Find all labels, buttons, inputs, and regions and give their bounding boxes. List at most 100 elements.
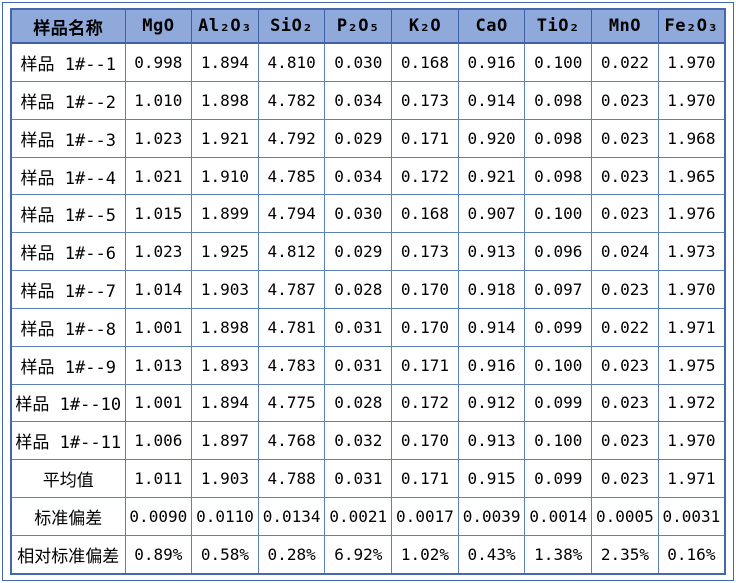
value-cell: 0.023	[591, 345, 659, 385]
row-label: 样品 1#--1	[10, 42, 126, 83]
table-row: 样品 1#--9 1.013 1.893 4.783 0.031 0.171 0.916 0.…	[10, 345, 726, 385]
value-cell: 1.38%	[524, 534, 593, 575]
value-cell: 0.023	[591, 421, 659, 461]
value-cell: 4.782	[257, 81, 326, 120]
value-cell: 0.171	[391, 345, 459, 385]
row-label: 样品 1#--9	[10, 345, 126, 385]
header-row: 样品名称 MgO Al₂O₃ SiO₂ P₂O₅ K₂O CaO TiO₂ MnO Fe₂O₃	[10, 8, 726, 44]
value-cell: 0.915	[457, 459, 526, 498]
value-cell: 1.910	[191, 156, 259, 196]
value-cell: 0.031	[324, 345, 393, 385]
header-cell-sample-name: 样品名称	[10, 8, 126, 44]
value-cell: 1.976	[657, 194, 726, 234]
value-cell: 1.894	[191, 42, 259, 83]
value-cell: 0.099	[524, 307, 593, 347]
value-cell: 1.903	[191, 459, 259, 498]
header-cell-oxide: CaO	[457, 8, 526, 44]
row-label: 样品 1#--3	[10, 118, 126, 158]
value-cell: 0.0014	[524, 496, 593, 536]
value-cell: 0.023	[591, 156, 659, 196]
value-cell: 0.028	[324, 383, 393, 423]
value-cell: 4.792	[257, 118, 326, 158]
value-cell: 0.173	[391, 81, 459, 120]
value-cell: 0.907	[457, 194, 526, 234]
value-cell: 0.170	[391, 307, 459, 347]
table-head: 样品名称 MgO Al₂O₃ SiO₂ P₂O₅ K₂O CaO TiO₂ MnO Fe₂O₃	[10, 8, 726, 44]
table-row: 样品 1#--7 1.014 1.903 4.787 0.028 0.170 0.918 0.…	[10, 270, 726, 309]
row-label: 样品 1#--7	[10, 270, 126, 309]
value-cell: 0.099	[524, 459, 593, 498]
value-cell: 0.029	[324, 232, 393, 272]
value-cell: 0.030	[324, 194, 393, 234]
value-cell: 0.096	[524, 232, 593, 272]
value-cell: 1.975	[657, 345, 726, 385]
table-row: 样品 1#--8 1.001 1.898 4.781 0.031 0.170 0.914 0.…	[10, 307, 726, 347]
value-cell: 0.031	[324, 459, 393, 498]
value-cell: 0.0090	[124, 496, 193, 536]
header-cell-oxide: MnO	[591, 8, 659, 44]
value-cell: 0.0017	[391, 496, 459, 536]
value-cell: 1.925	[191, 232, 259, 272]
value-cell: 0.031	[324, 307, 393, 347]
header-cell-oxide: TiO₂	[524, 8, 593, 44]
header-cell-oxide: Al₂O₃	[191, 8, 259, 44]
value-cell: 0.098	[524, 156, 593, 196]
value-cell: 1.973	[657, 232, 726, 272]
header-cell-oxide: Fe₂O₃	[657, 8, 726, 44]
value-cell: 0.099	[524, 383, 593, 423]
value-cell: 1.894	[191, 383, 259, 423]
value-cell: 0.43%	[457, 534, 526, 575]
table-row: 样品 1#--4 1.021 1.910 4.785 0.034 0.172 0.921 0.…	[10, 156, 726, 196]
value-cell: 0.170	[391, 270, 459, 309]
value-cell: 0.023	[591, 194, 659, 234]
value-cell: 1.898	[191, 307, 259, 347]
value-cell: 0.172	[391, 383, 459, 423]
value-cell: 0.098	[524, 118, 593, 158]
value-cell: 1.02%	[391, 534, 459, 575]
value-cell: 0.171	[391, 118, 459, 158]
value-cell: 1.013	[124, 345, 193, 385]
table-body: 样品 1#--1 0.998 1.894 4.810 0.030 0.168 0.916 0.…	[10, 42, 726, 575]
value-cell: 0.100	[524, 194, 593, 234]
value-cell: 1.971	[657, 307, 726, 347]
table-row: 相对标准偏差 0.89% 0.58% 0.28% 6.92% 1.02% 0.43% 1.38…	[10, 534, 726, 575]
value-cell: 0.921	[457, 156, 526, 196]
table-row: 平均值 1.011 1.903 4.788 0.031 0.171 0.915 0.099 0.…	[10, 459, 726, 498]
value-cell: 1.897	[191, 421, 259, 461]
value-cell: 0.0005	[591, 496, 659, 536]
table-row: 样品 1#--6 1.023 1.925 4.812 0.029 0.173 0.913 0.…	[10, 232, 726, 272]
value-cell: 2.35%	[591, 534, 659, 575]
row-label: 相对标准偏差	[10, 534, 126, 575]
value-cell: 1.001	[124, 383, 193, 423]
value-cell: 0.913	[457, 232, 526, 272]
value-cell: 0.170	[391, 421, 459, 461]
row-label: 样品 1#--10	[10, 383, 126, 423]
value-cell: 0.89%	[124, 534, 193, 575]
value-cell: 0.098	[524, 81, 593, 120]
value-cell: 0.914	[457, 81, 526, 120]
value-cell: 1.010	[124, 81, 193, 120]
row-label: 样品 1#--2	[10, 81, 126, 120]
table-row: 样品 1#--11 1.006 1.897 4.768 0.032 0.170 0.913 0…	[10, 421, 726, 461]
row-label: 样品 1#--8	[10, 307, 126, 347]
value-cell: 4.775	[257, 383, 326, 423]
value-cell: 0.28%	[257, 534, 326, 575]
value-cell: 4.785	[257, 156, 326, 196]
value-cell: 1.893	[191, 345, 259, 385]
value-cell: 0.916	[457, 345, 526, 385]
value-cell: 1.970	[657, 42, 726, 83]
value-cell: 0.024	[591, 232, 659, 272]
row-label: 标准偏差	[10, 496, 126, 536]
value-cell: 4.783	[257, 345, 326, 385]
value-cell: 1.903	[191, 270, 259, 309]
value-cell: 0.168	[391, 194, 459, 234]
row-label: 样品 1#--11	[10, 421, 126, 461]
value-cell: 1.023	[124, 232, 193, 272]
value-cell: 4.781	[257, 307, 326, 347]
value-cell: 0.100	[524, 42, 593, 83]
value-cell: 0.034	[324, 156, 393, 196]
value-cell: 0.918	[457, 270, 526, 309]
value-cell: 0.171	[391, 459, 459, 498]
value-cell: 1.970	[657, 81, 726, 120]
